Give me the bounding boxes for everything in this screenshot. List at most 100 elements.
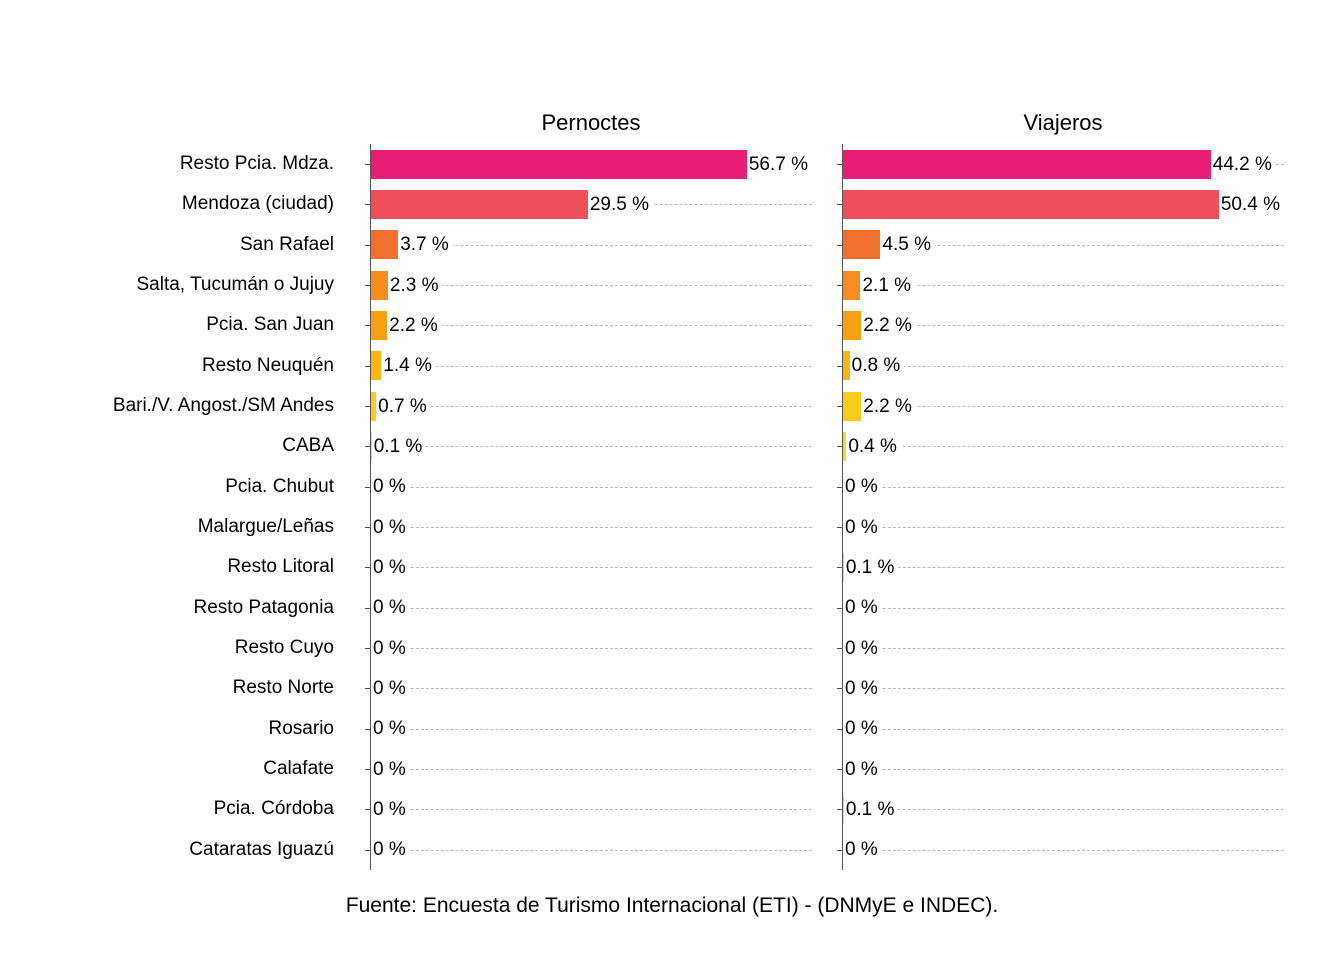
axis-tick xyxy=(837,769,843,770)
panel-body: 44.2 %50.4 %4.5 %2.1 %2.2 %0.8 %2.2 %0.4… xyxy=(842,144,1284,870)
y-axis-labels: Resto Pcia. Mdza.Mendoza (ciudad)San Raf… xyxy=(60,110,340,870)
axis-tick xyxy=(365,204,371,205)
bar-row: 4.5 % xyxy=(843,225,1284,265)
bar-value-label: 0 % xyxy=(843,477,882,496)
bar-row: 3.7 % xyxy=(371,225,812,265)
y-axis-label: Resto Norte xyxy=(60,668,340,708)
y-axis-label: Pcia. San Juan xyxy=(60,305,340,345)
bar-row: 0 % xyxy=(843,749,1284,789)
bar-value-label: 0 % xyxy=(371,840,410,859)
bar xyxy=(371,150,747,179)
y-axis-label: Salta, Tucumán o Jujuy xyxy=(60,265,340,305)
y-axis-label: CABA xyxy=(60,426,340,466)
gridline xyxy=(371,769,812,770)
axis-tick xyxy=(837,648,843,649)
bar-row: 0.1 % xyxy=(371,426,812,466)
bar-value-label: 2.2 % xyxy=(387,316,442,335)
gridline xyxy=(371,366,812,367)
axis-tick xyxy=(837,688,843,689)
bar-value-label: 44.2 % xyxy=(1211,155,1276,174)
bar-row: 2.1 % xyxy=(843,265,1284,305)
axis-tick xyxy=(837,245,843,246)
axis-tick xyxy=(837,850,843,851)
panel-pernoctes: Pernoctes 56.7 %29.5 %3.7 %2.3 %2.2 %1.4… xyxy=(370,110,812,870)
axis-tick xyxy=(365,729,371,730)
bar xyxy=(371,271,388,300)
y-axis-label: Pcia. Chubut xyxy=(60,467,340,507)
axis-tick xyxy=(365,487,371,488)
gridline xyxy=(843,608,1284,609)
axis-tick xyxy=(837,608,843,609)
axis-tick xyxy=(365,769,371,770)
y-axis-label: Resto Cuyo xyxy=(60,628,340,668)
bar-row: 0 % xyxy=(371,749,812,789)
gridline xyxy=(371,406,812,407)
bar-row: 0 % xyxy=(371,507,812,547)
axis-tick xyxy=(837,446,843,447)
axis-tick xyxy=(837,285,843,286)
panel-body: 56.7 % 29.5 % 3.7 % 2.3 % 2.2 % 1.4 %0.7 %0.1… xyxy=(370,144,812,870)
y-axis-label: Resto Patagonia xyxy=(60,588,340,628)
bar-value-label: 0 % xyxy=(843,719,882,738)
axis-tick xyxy=(365,406,371,407)
axis-tick xyxy=(837,527,843,528)
axis-tick xyxy=(365,809,371,810)
bar-row: 50.4 % xyxy=(843,184,1284,224)
bar-row: 0 % xyxy=(371,588,812,628)
bar-row: 0 % xyxy=(371,628,812,668)
bar-row: 2.3 % xyxy=(371,265,812,305)
axis-tick xyxy=(837,567,843,568)
bar-row: 0.8 % xyxy=(843,346,1284,386)
bar-row: 0.7 % xyxy=(371,386,812,426)
y-axis-label: Rosario xyxy=(60,709,340,749)
bar-value-label: 2.1 % xyxy=(860,276,915,295)
bar-row: 0 % xyxy=(371,709,812,749)
gridline xyxy=(843,527,1284,528)
gridline xyxy=(371,809,812,810)
axis-tick xyxy=(365,608,371,609)
bar-value-label: 56.7 % xyxy=(747,155,812,174)
bar-value-label: 3.7 % xyxy=(398,235,453,254)
bar-row: 1.4 % xyxy=(371,346,812,386)
panel-title: Viajeros xyxy=(842,110,1284,144)
gridline xyxy=(843,487,1284,488)
bar-value-label: 0.1 % xyxy=(844,558,899,577)
bar-row: 0.1 % xyxy=(843,789,1284,829)
bar-row: 29.5 % xyxy=(371,184,812,224)
bar xyxy=(371,311,387,340)
bar-value-label: 0.4 % xyxy=(846,437,901,456)
gridline xyxy=(843,769,1284,770)
bar xyxy=(843,351,850,380)
bar-row: 56.7 % xyxy=(371,144,812,184)
axis-tick xyxy=(365,245,371,246)
bar-row: 44.2 % xyxy=(843,144,1284,184)
bar-row: 2.2 % xyxy=(843,305,1284,345)
y-axis-label: San Rafael xyxy=(60,225,340,265)
bar xyxy=(371,190,588,219)
y-axis-label: Calafate xyxy=(60,749,340,789)
bar-value-label: 0 % xyxy=(371,800,410,819)
bar-row: 2.2 % xyxy=(371,305,812,345)
bar-value-label: 2.2 % xyxy=(861,397,916,416)
bar xyxy=(843,392,861,421)
gridline xyxy=(371,729,812,730)
bar xyxy=(371,351,381,380)
gridline xyxy=(371,850,812,851)
bar-value-label: 29.5 % xyxy=(588,195,653,214)
gridline xyxy=(371,608,812,609)
bar-value-label: 0 % xyxy=(843,639,882,658)
bar-value-label: 50.4 % xyxy=(1219,195,1284,214)
bar-value-label: 0 % xyxy=(843,518,882,537)
bar-row: 0 % xyxy=(843,467,1284,507)
bar-value-label: 0 % xyxy=(371,639,410,658)
gridline xyxy=(371,648,812,649)
bar xyxy=(843,190,1219,219)
bar-row: 0 % xyxy=(843,588,1284,628)
bar-value-label: 0 % xyxy=(371,679,410,698)
axis-tick xyxy=(365,446,371,447)
y-axis-label: Bari./V. Angost./SM Andes xyxy=(60,386,340,426)
bar xyxy=(843,230,880,259)
gridline xyxy=(371,446,812,447)
bar xyxy=(843,150,1211,179)
gridline xyxy=(371,487,812,488)
